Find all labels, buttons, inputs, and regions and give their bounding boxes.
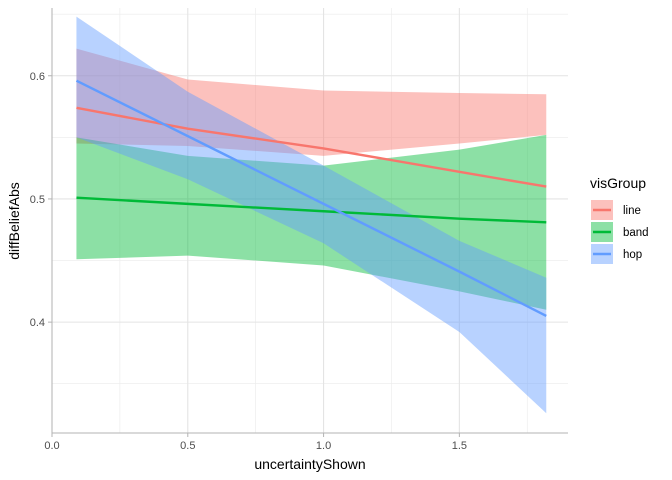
x-tick-label: 0.0 [44,440,59,452]
x-tick-label: 1.5 [452,440,467,452]
legend-label-line: line [623,205,641,217]
x-tick-label: 0.5 [180,440,195,452]
y-tick-label: 0.4 [30,317,45,329]
ribbon-hop [76,16,547,414]
ribbon-band [76,134,547,310]
line-band [76,196,547,224]
legend: visGroup line band hop [590,175,649,264]
x-axis-title: uncertaintyShown [254,456,365,472]
legend-label-hop: hop [623,249,642,261]
series-lines [75,79,547,318]
y-axis-title: diffBeliefAbs [6,182,22,260]
y-tick-label: 0.6 [30,71,45,83]
major-gridlines [51,8,568,433]
legend-title: visGroup [590,175,646,191]
tick-labels: 0.0 0.5 1.0 1.5 0.4 0.5 0.6 [30,71,467,452]
axes [48,8,568,437]
y-tick-label: 0.5 [30,194,45,206]
legend-label-band: band [623,227,649,239]
line-hop [75,79,547,318]
minor-gridlines [52,8,568,433]
line-line [76,106,547,188]
x-tick-label: 1.0 [316,440,331,452]
